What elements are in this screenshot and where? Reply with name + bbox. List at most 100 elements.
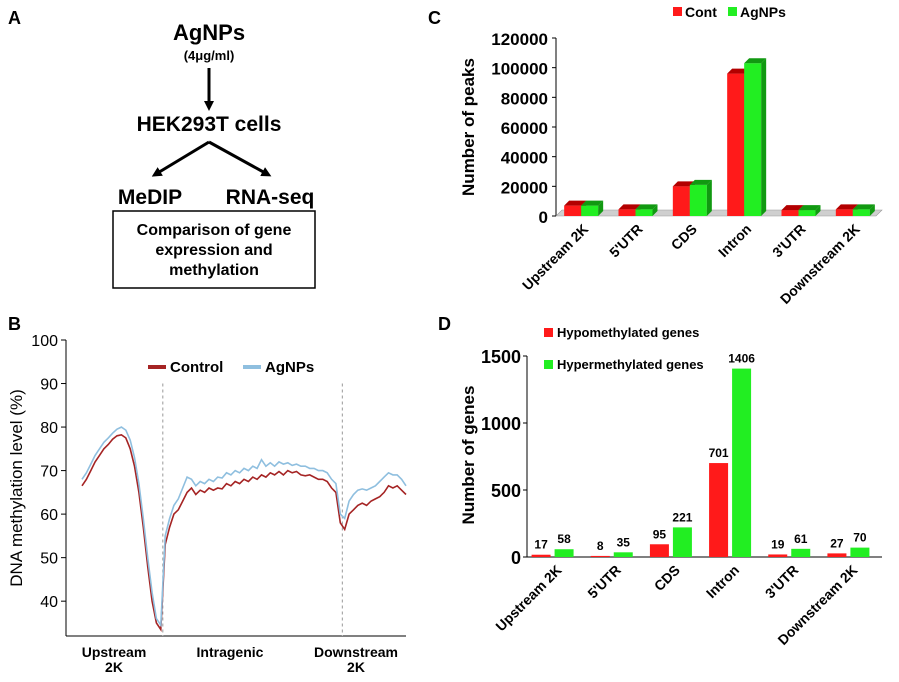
bar-hypomethylated xyxy=(709,463,729,557)
peaks-bar-chart: 0 20000 40000 60000 80000 100000 120000 Number … xyxy=(459,4,883,307)
y-axis-label: DNA methylation level (%) xyxy=(7,389,26,586)
value-label: 19 xyxy=(771,537,785,551)
bar-cont-top xyxy=(618,204,641,210)
arrow-left xyxy=(151,140,210,177)
x-tick-label: Intron xyxy=(715,221,754,260)
region-label: Downstream xyxy=(314,644,398,660)
arrow-right xyxy=(208,140,272,177)
bar-agnps-top xyxy=(635,204,658,210)
x-tick-label: Upstream 2K xyxy=(492,562,564,634)
bar-hypermethylated xyxy=(613,552,633,557)
agnps-title: AgNPs xyxy=(173,20,245,45)
value-label: 701 xyxy=(709,446,729,460)
x-tick-label: 3'UTR xyxy=(769,221,809,261)
value-label: 1406 xyxy=(728,352,755,366)
bar-cont-top xyxy=(564,200,587,206)
y-tick-label: 50 xyxy=(40,551,58,568)
bar-agnps xyxy=(744,63,762,216)
medip-label: MeDIP xyxy=(118,186,182,209)
panel-a-letter: A xyxy=(8,8,21,28)
y-tick-label: 60000 xyxy=(501,119,548,138)
cells-label: HEK293T cells xyxy=(137,113,282,136)
box-line-1: Comparison of gene xyxy=(137,222,292,239)
legend-label: Control xyxy=(170,359,223,376)
legend-label: AgNPs xyxy=(740,4,786,20)
bar-cont-top xyxy=(727,68,750,74)
bar-agnps xyxy=(635,209,653,216)
bar-agnps xyxy=(689,184,707,216)
region-label: 2K xyxy=(347,659,365,675)
panel-b: B 40 50 60 70 80 90 100 DNA methylation level (… xyxy=(7,314,407,675)
bar-cont-top xyxy=(672,181,695,187)
x-tick-label: Upstream 2K xyxy=(519,221,591,293)
x-tick-label: 5'UTR xyxy=(606,221,646,261)
bar-hypermethylated xyxy=(554,549,574,557)
value-label: 8 xyxy=(597,539,604,553)
region-label: Upstream xyxy=(82,644,147,660)
bar-cont xyxy=(564,205,582,216)
panel-c-letter: C xyxy=(428,8,441,28)
legend-swatch xyxy=(544,328,553,337)
y-tick-label: 100 xyxy=(31,333,58,350)
bar-hypomethylated xyxy=(768,554,788,557)
series-line-control xyxy=(81,434,407,632)
y-tick-label: 40000 xyxy=(501,149,548,168)
bar-agnps-top xyxy=(744,58,767,64)
region-label: Intragenic xyxy=(197,644,264,660)
y-tick-label: 500 xyxy=(491,481,521,501)
bar-hypermethylated xyxy=(850,547,870,557)
y-tick-label: 70 xyxy=(40,464,58,481)
bar-cont xyxy=(618,209,636,216)
bar-hypermethylated xyxy=(791,548,811,557)
bar-cont xyxy=(672,186,690,216)
bar-cont-top xyxy=(835,204,858,210)
bar-agnps-side xyxy=(761,58,767,216)
bar-hypomethylated xyxy=(649,544,669,557)
bar-hypomethylated xyxy=(590,555,610,557)
bar-agnps-side xyxy=(706,179,712,216)
y-tick-label: 0 xyxy=(511,548,521,568)
bar-agnps xyxy=(798,210,816,216)
panel-d-letter: D xyxy=(438,314,451,334)
series-line-agnps xyxy=(81,426,407,628)
value-label: 17 xyxy=(534,538,548,552)
value-label: 58 xyxy=(557,532,571,546)
bar-cont xyxy=(835,209,853,216)
legend-label: AgNPs xyxy=(265,359,314,376)
bar-agnps xyxy=(852,209,870,216)
bar-agnps-side xyxy=(652,204,658,216)
y-tick-label: 0 xyxy=(539,208,548,227)
legend-swatch xyxy=(728,7,737,16)
bar-agnps-top xyxy=(852,204,875,210)
bar-agnps-top xyxy=(689,179,712,185)
x-tick-label: 5'UTR xyxy=(584,562,624,602)
panel-b-letter: B xyxy=(8,314,21,334)
y-tick-label: 1000 xyxy=(481,414,521,434)
legend-label: Cont xyxy=(685,4,717,20)
y-tick-label: 1500 xyxy=(481,347,521,367)
floor-plane xyxy=(555,209,883,217)
y-tick-label: 120000 xyxy=(491,30,548,49)
legend-label: Hypermethylated genes xyxy=(557,357,704,372)
y-axis-label: Number of peaks xyxy=(459,58,478,196)
x-tick-label: 3'UTR xyxy=(762,562,802,602)
box-line-3: methylation xyxy=(169,262,259,279)
bar-hypermethylated xyxy=(672,527,692,557)
y-tick-label: 80000 xyxy=(501,89,548,108)
y-tick-label: 100000 xyxy=(491,60,548,79)
methylation-line-chart: 40 50 60 70 80 90 100 DNA methylation level (%)… xyxy=(7,333,407,675)
comparison-box xyxy=(112,210,316,289)
bar-cont xyxy=(727,73,745,216)
bar-agnps-top xyxy=(798,205,821,211)
panel-c: C 0 20000 40000 60000 80000 100000 120000 Numbe… xyxy=(428,4,883,307)
panel-a: A AgNPs (4μg/ml) HEK293T cells MeDIP RNA… xyxy=(8,8,316,289)
bar-hypomethylated xyxy=(531,554,551,557)
rnaseq-label: RNA-seq xyxy=(226,186,315,209)
y-tick-label: 80 xyxy=(40,420,58,437)
legend-swatch xyxy=(673,7,682,16)
x-tick-label: CDS xyxy=(668,221,700,253)
value-label: 35 xyxy=(617,535,631,549)
bar-hypermethylated xyxy=(732,368,752,557)
